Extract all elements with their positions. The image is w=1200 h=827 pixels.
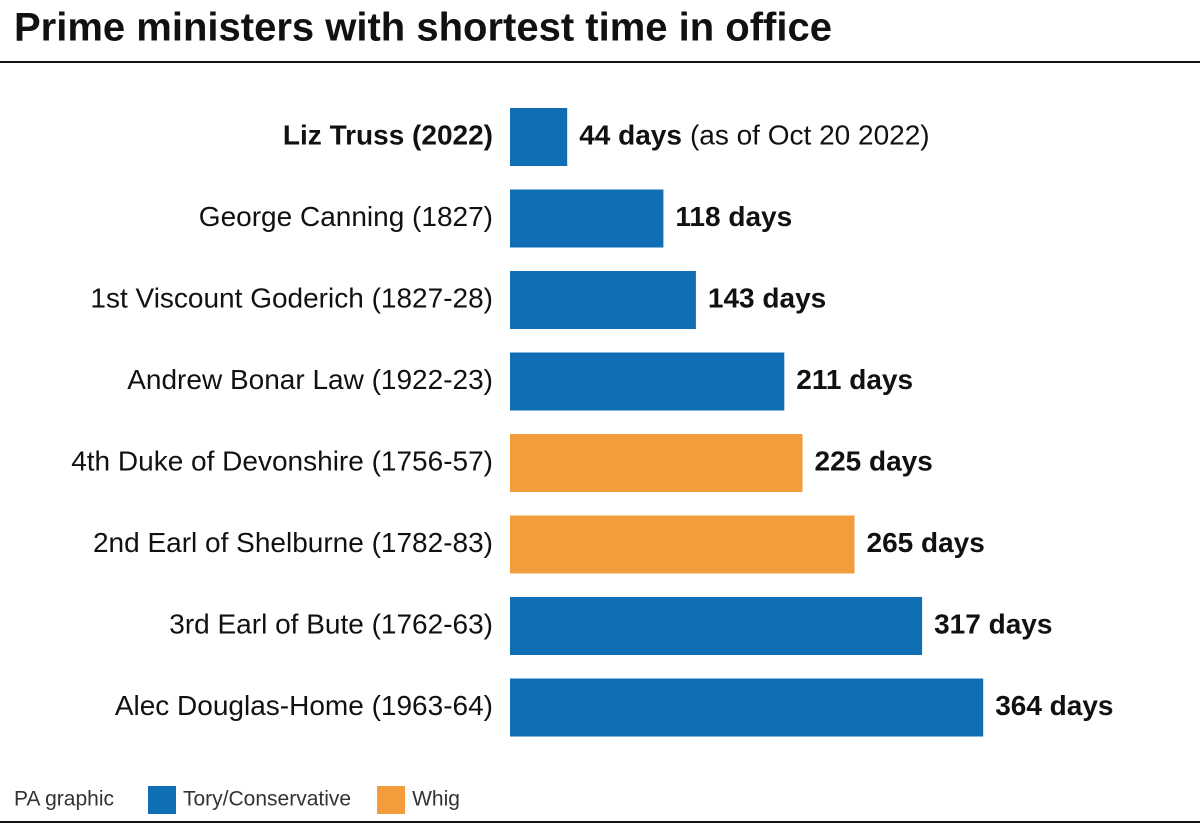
value-label: 364 days (995, 690, 1113, 721)
category-label: George Canning (1827) (199, 201, 493, 232)
category-label: 3rd Earl of Bute (1762-63) (169, 608, 493, 639)
value-label: 265 days (867, 527, 985, 558)
value-label: 143 days (708, 282, 826, 313)
category-label: 1st Viscount Goderich (1827-28) (90, 282, 493, 313)
chart-title: Prime ministers with shortest time in of… (14, 6, 832, 50)
category-label: Andrew Bonar Law (1922-23) (127, 364, 493, 395)
bar (510, 271, 696, 329)
value-label: 44 days (579, 119, 682, 150)
value-label: 317 days (934, 608, 1052, 639)
category-label: 2nd Earl of Shelburne (1782-83) (93, 527, 493, 558)
category-label: Alec Douglas-Home (1963-64) (115, 690, 493, 721)
bar (510, 434, 803, 492)
value-label: 225 days (815, 445, 933, 476)
value-label: 118 days (675, 201, 792, 232)
source: PA graphic (14, 788, 114, 811)
bar (510, 352, 785, 411)
value-label: 211 days (796, 364, 913, 395)
legend-swatch (148, 786, 176, 814)
bar (510, 189, 664, 248)
legend-label: Whig (412, 788, 460, 811)
legend-label: Tory/Conservative (183, 788, 351, 811)
bar (510, 597, 923, 655)
legend-swatch (377, 786, 406, 814)
bar (510, 678, 984, 737)
bar (510, 108, 568, 166)
category-label: Liz Truss (2022) (283, 119, 493, 150)
annotation: (as of Oct 20 2022) (690, 119, 930, 150)
bar (510, 515, 855, 574)
category-label: 4th Duke of Devonshire (1756-57) (71, 445, 493, 476)
